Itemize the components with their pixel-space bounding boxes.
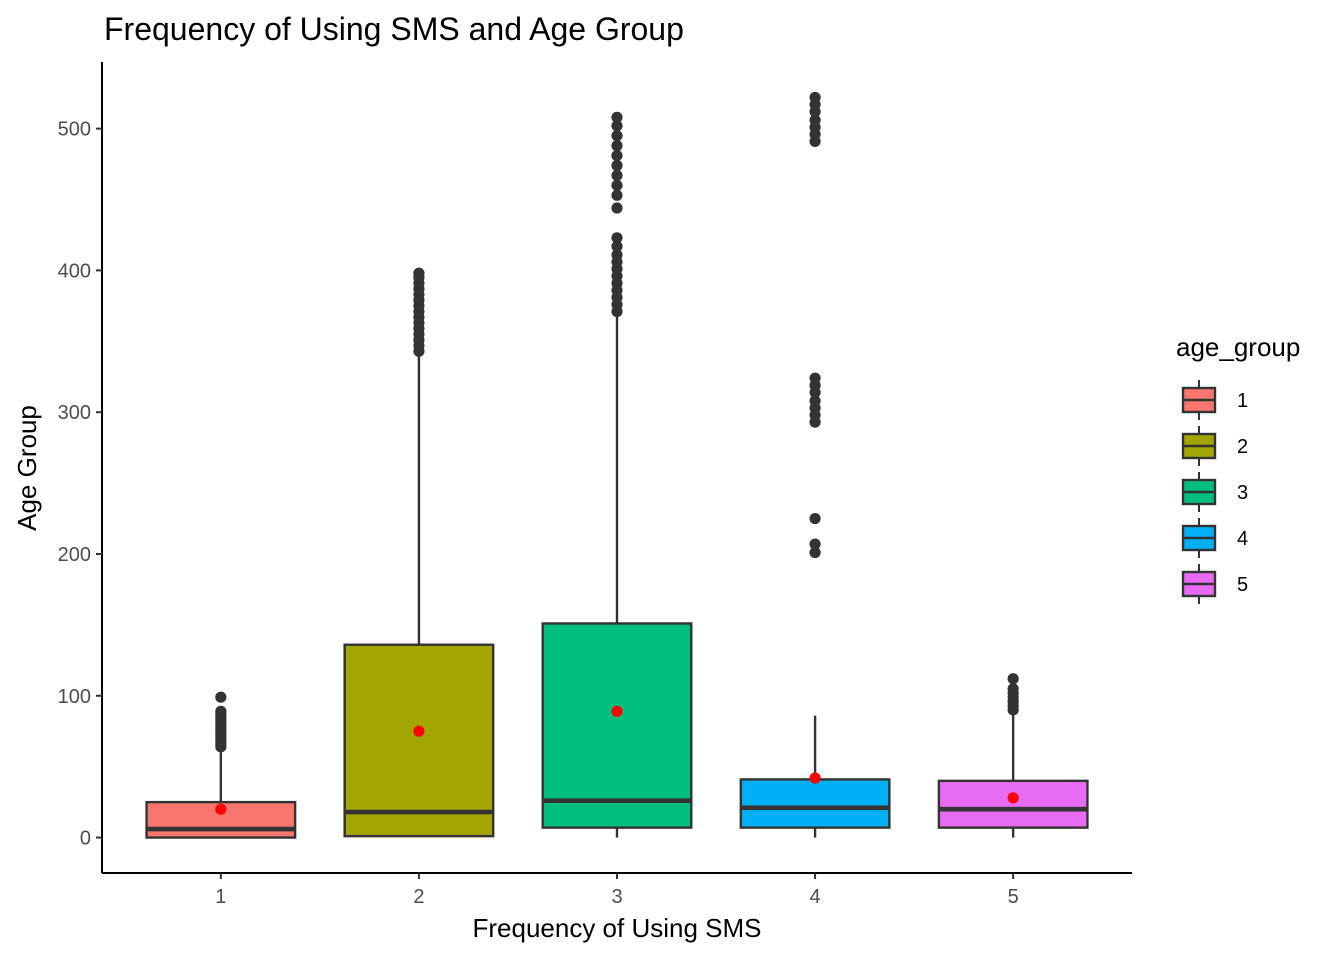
- outlier-point: [611, 120, 623, 132]
- legend-item-5: 5: [1181, 564, 1248, 604]
- x-tick-label: 4: [810, 886, 821, 908]
- outlier-point: [611, 189, 623, 201]
- x-axis-ticks: 1 2 3 4 5: [215, 873, 1019, 908]
- mean-point: [413, 725, 425, 737]
- legend-label: 4: [1237, 528, 1248, 550]
- mean-point: [809, 772, 821, 784]
- outlier-point: [809, 538, 821, 550]
- y-tick-label: 100: [58, 686, 91, 708]
- legend-title: age_group: [1176, 332, 1300, 362]
- y-axis-title: Age Group: [12, 405, 42, 531]
- chart-title: Frequency of Using SMS and Age Group: [104, 11, 684, 47]
- legend-items: 1 2 3 4 5: [1181, 380, 1248, 604]
- box-iqr: [541, 622, 693, 829]
- box-group-3: [541, 111, 693, 838]
- box-group-5: [937, 673, 1089, 838]
- outlier-point: [809, 91, 821, 104]
- y-tick-label: 400: [58, 260, 91, 282]
- legend-label: 3: [1237, 482, 1248, 504]
- box-iqr: [739, 778, 891, 829]
- plot-area: [145, 91, 1089, 839]
- box-group-2: [343, 267, 495, 838]
- x-tick-label: 2: [413, 886, 424, 908]
- outlier-point: [611, 169, 623, 182]
- outlier-point: [611, 111, 623, 123]
- outlier-point: [611, 249, 623, 261]
- legend-label: 2: [1237, 436, 1248, 458]
- outlier-point: [413, 267, 425, 279]
- outlier-point: [809, 512, 821, 525]
- outlier-point: [809, 546, 821, 559]
- y-axis-ticks: 0 100 200 300 400 500: [58, 119, 102, 850]
- outlier-point: [611, 232, 623, 244]
- legend-item-3: 3: [1181, 472, 1248, 512]
- mean-point: [1007, 792, 1019, 804]
- x-tick-label: 5: [1008, 886, 1019, 908]
- box-iqr: [343, 643, 495, 838]
- box-group-4: [739, 91, 891, 838]
- outlier-point: [1007, 673, 1019, 685]
- mean-point: [215, 803, 227, 815]
- box-group-1: [145, 691, 297, 839]
- outlier-point: [809, 114, 821, 126]
- outlier-point: [611, 202, 623, 214]
- outlier-point: [215, 705, 227, 717]
- legend-item-4: 4: [1181, 518, 1248, 558]
- y-tick-label: 0: [80, 828, 91, 850]
- box-iqr: [937, 779, 1089, 829]
- x-tick-label: 3: [611, 886, 622, 908]
- outlier-point: [611, 159, 623, 172]
- legend-label: 1: [1237, 390, 1248, 412]
- outlier-point: [611, 149, 623, 162]
- legend: age_group 1 2 3 4 5: [1176, 332, 1300, 604]
- outlier-point: [611, 130, 623, 142]
- outlier-point: [809, 395, 821, 407]
- y-tick-label: 500: [58, 119, 91, 141]
- mean-point: [611, 705, 623, 717]
- x-tick-label: 1: [215, 886, 226, 908]
- outlier-point: [809, 372, 821, 384]
- outlier-point: [611, 240, 623, 252]
- legend-item-2: 2: [1181, 426, 1248, 466]
- outlier-point: [215, 691, 227, 703]
- y-tick-label: 300: [58, 402, 91, 424]
- outlier-point: [1007, 683, 1019, 695]
- x-axis-title: Frequency of Using SMS: [472, 913, 761, 943]
- outlier-point: [611, 179, 623, 191]
- outlier-point: [611, 140, 623, 152]
- y-tick-label: 200: [58, 544, 91, 566]
- legend-item-1: 1: [1181, 380, 1248, 420]
- legend-label: 5: [1237, 574, 1248, 596]
